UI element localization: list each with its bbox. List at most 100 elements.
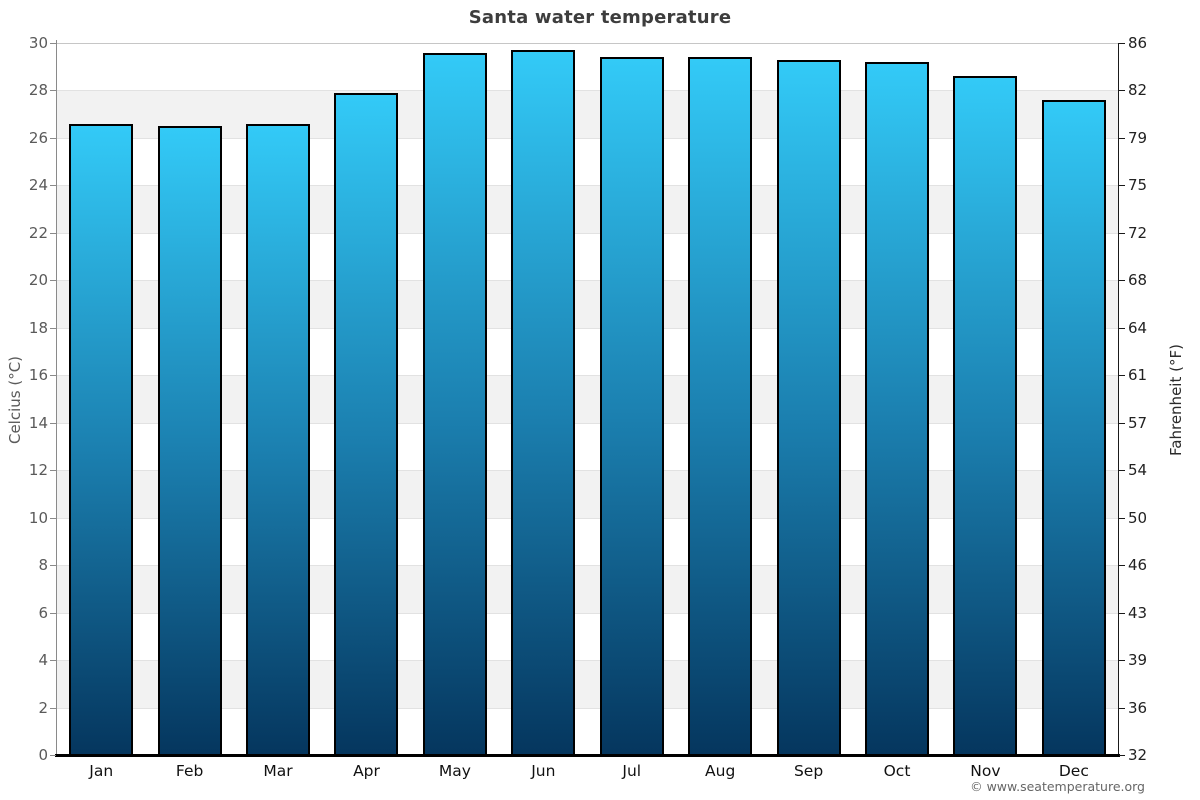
background-band <box>57 565 1118 613</box>
celsius-tick-label: 26 <box>28 128 48 147</box>
bar-slot-feb <box>145 126 233 755</box>
celsius-tick-label: 30 <box>28 34 48 52</box>
celsius-tick-mark <box>50 185 56 187</box>
celsius-tick-mark <box>50 565 56 567</box>
bar-slot-aug <box>676 57 764 755</box>
celsius-tick-label: 16 <box>28 366 48 385</box>
fahrenheit-tick-label: 32 <box>1128 746 1148 764</box>
fahrenheit-tick-mark <box>1119 470 1125 472</box>
month-label-nov: Nov <box>970 762 1001 780</box>
bar-slot-sep <box>764 59 852 755</box>
celsius-tick-mark <box>50 707 56 709</box>
background-band <box>57 375 1118 423</box>
celsius-tick-mark <box>50 755 56 756</box>
x-axis-line <box>55 754 1120 757</box>
bar-slot-may <box>411 52 499 755</box>
temperature-bar-may <box>422 52 487 755</box>
bar-slot-dec <box>1030 99 1118 755</box>
fahrenheit-tick-label: 79 <box>1128 128 1148 147</box>
temperature-bar-sep <box>776 59 841 755</box>
background-band <box>57 612 1118 661</box>
fahrenheit-tick-mark <box>1119 232 1125 234</box>
fahrenheit-tick-mark <box>1119 137 1125 139</box>
fahrenheit-tick-label: 36 <box>1128 698 1148 717</box>
bar-slot-jun <box>499 50 587 755</box>
celsius-tick-label: 18 <box>28 318 48 337</box>
bar-slot-jul <box>588 57 676 755</box>
celsius-tick-mark <box>50 90 56 92</box>
fahrenheit-tick-mark <box>1119 707 1125 709</box>
celsius-tick-label: 10 <box>28 508 48 527</box>
month-label-aug: Aug <box>705 762 736 780</box>
temperature-bar-jun <box>511 50 576 755</box>
background-band <box>57 185 1118 233</box>
celsius-tick-label: 14 <box>28 413 48 432</box>
fahrenheit-tick-label: 50 <box>1128 508 1148 527</box>
fahrenheit-tick-label: 43 <box>1128 603 1148 622</box>
month-label-sep: Sep <box>793 762 824 780</box>
celsius-tick-label: 8 <box>38 556 48 575</box>
fahrenheit-tick-label: 57 <box>1128 413 1148 432</box>
celsius-tick-mark <box>50 280 56 282</box>
bar-slot-oct <box>853 62 941 755</box>
fahrenheit-tick-label: 72 <box>1128 223 1148 242</box>
temperature-bar-oct <box>865 62 929 755</box>
temperature-bar-mar <box>246 123 311 755</box>
celsius-tick-mark <box>50 470 56 472</box>
temperature-bar-aug <box>688 57 753 755</box>
background-band <box>57 280 1118 328</box>
celsius-tick-mark <box>50 660 56 662</box>
month-label-jun: Jun <box>531 762 556 780</box>
fahrenheit-tick-label: 68 <box>1128 271 1148 290</box>
plot-area <box>57 43 1118 755</box>
bar-slot-nov <box>941 76 1029 755</box>
celsius-tick-label: 4 <box>38 651 48 670</box>
month-label-feb: Feb <box>175 762 204 780</box>
fahrenheit-tick-mark <box>1119 612 1125 614</box>
fahrenheit-tick-mark <box>1119 327 1125 329</box>
background-band <box>57 422 1118 471</box>
celsius-tick-label: 28 <box>28 81 48 100</box>
fahrenheit-tick-mark <box>1119 43 1125 44</box>
background-band <box>57 43 1118 91</box>
background-band <box>57 470 1118 518</box>
celsius-tick-mark <box>50 137 56 139</box>
fahrenheit-tick-label: 54 <box>1128 461 1148 480</box>
temperature-bar-jul <box>599 57 664 755</box>
temperature-bar-apr <box>334 92 399 755</box>
fahrenheit-tick-label: 46 <box>1128 556 1148 575</box>
background-band <box>57 707 1118 755</box>
celsius-tick-label: 22 <box>28 223 48 242</box>
celsius-tick-label: 24 <box>28 176 48 195</box>
fahrenheit-tick-mark <box>1119 185 1125 187</box>
fahrenheit-tick-mark <box>1119 90 1125 92</box>
month-label-dec: Dec <box>1058 762 1089 780</box>
right-axis-line <box>1118 43 1119 755</box>
x-axis-labels: Jan Feb Mar Apr May Jun Jul Aug Sep Oct Nov Dec <box>57 762 1118 780</box>
fahrenheit-tick-label: 39 <box>1128 651 1148 670</box>
background-band <box>57 90 1118 138</box>
background-band <box>57 232 1118 281</box>
fahrenheit-tick-label: 64 <box>1128 318 1148 337</box>
celsius-tick-mark <box>50 375 56 377</box>
celsius-tick-mark <box>50 232 56 234</box>
temperature-bar-nov <box>953 76 1018 755</box>
celsius-tick-label: 20 <box>28 271 48 290</box>
copyright-footer: © www.seatemperature.org <box>970 779 1145 794</box>
bar-series <box>57 43 1118 755</box>
celsius-tick-label: 2 <box>38 698 48 717</box>
celsius-tick-mark <box>50 612 56 614</box>
background-band <box>57 137 1118 186</box>
celsius-tick-mark <box>50 422 56 424</box>
right-axis-title: Fahrenheit (°F) <box>1167 344 1185 456</box>
fahrenheit-tick-mark <box>1119 565 1125 567</box>
celsius-tick-mark <box>50 517 56 519</box>
bar-slot-apr <box>322 92 410 755</box>
fahrenheit-tick-mark <box>1119 280 1125 282</box>
fahrenheit-tick-mark <box>1119 517 1125 519</box>
fahrenheit-tick-mark <box>1119 375 1125 377</box>
bar-slot-mar <box>234 123 322 755</box>
celsius-tick-mark <box>50 43 56 44</box>
fahrenheit-tick-mark <box>1119 660 1125 662</box>
